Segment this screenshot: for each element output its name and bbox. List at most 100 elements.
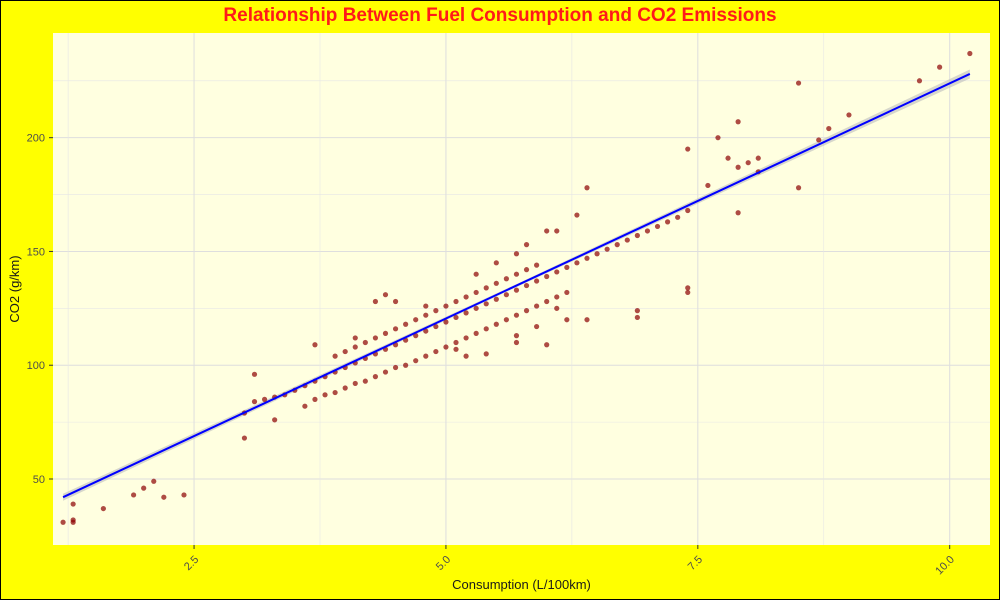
plot-panel (53, 33, 990, 545)
data-point (634, 232, 640, 239)
y-tick-label: 100 (27, 360, 45, 372)
y-tick-label: 200 (27, 133, 45, 145)
data-point (473, 330, 479, 336)
x-tick-label: 10.0 (933, 554, 957, 578)
data-point (382, 369, 389, 375)
data-point (594, 251, 600, 257)
data-point (70, 519, 76, 525)
data-point (493, 280, 499, 286)
data-point (181, 492, 187, 498)
data-point (312, 396, 318, 402)
data-point (544, 298, 550, 305)
data-point (685, 285, 691, 291)
data-point (403, 362, 409, 368)
data-point (554, 228, 560, 234)
data-point (967, 50, 973, 57)
y-axis-title: CO2 (g/km) (7, 255, 22, 322)
data-point (523, 282, 530, 289)
data-point (352, 344, 358, 350)
data-point (392, 326, 399, 332)
data-point (473, 271, 479, 277)
data-point (272, 417, 278, 423)
data-point (664, 219, 671, 225)
data-point (564, 289, 570, 296)
data-point (574, 260, 580, 266)
data-point (312, 342, 318, 348)
data-point (483, 285, 489, 291)
data-point (392, 364, 399, 371)
data-point (654, 223, 661, 230)
x-tick-label: 7.5 (686, 554, 705, 573)
data-point (795, 80, 802, 86)
y-tick-label: 150 (27, 246, 45, 258)
data-point (131, 492, 137, 498)
data-point (735, 210, 741, 216)
data-point (483, 301, 489, 307)
data-point (534, 303, 540, 309)
data-point (493, 260, 499, 266)
data-point (544, 342, 550, 348)
data-point (493, 296, 499, 302)
data-point (362, 378, 368, 384)
data-point (302, 403, 308, 409)
data-point (816, 137, 822, 143)
data-point (675, 214, 681, 220)
data-point (584, 255, 590, 261)
data-point (564, 264, 570, 270)
data-point (644, 228, 651, 234)
data-point (463, 294, 469, 300)
data-point (352, 335, 358, 341)
data-point (423, 303, 429, 309)
data-point (352, 380, 358, 387)
data-point (251, 371, 258, 377)
data-point (392, 298, 399, 305)
fit-line (62, 73, 971, 499)
data-point (342, 348, 348, 355)
data-point (463, 353, 469, 359)
x-tick-label: 2.5 (182, 554, 201, 573)
data-point (513, 312, 520, 318)
data-point (705, 182, 711, 189)
data-point (483, 326, 489, 332)
data-point (554, 305, 560, 311)
data-point (372, 374, 379, 380)
data-point (423, 353, 429, 359)
data-point (554, 294, 560, 300)
data-point (463, 335, 469, 341)
data-point (322, 392, 328, 398)
x-tick-label: 5.0 (434, 554, 453, 573)
data-point (60, 519, 66, 525)
data-point (584, 185, 590, 191)
data-point (523, 267, 530, 273)
y-tick-label: 50 (33, 474, 45, 486)
data-point (584, 317, 590, 323)
data-point (362, 339, 368, 346)
data-point (685, 289, 691, 296)
data-point (523, 308, 530, 314)
data-point (503, 276, 509, 282)
data-point (372, 298, 379, 305)
data-point (755, 155, 761, 161)
data-point (513, 333, 520, 339)
data-point (685, 207, 691, 214)
data-point (382, 330, 389, 336)
data-point (433, 323, 439, 330)
data-point (534, 262, 540, 268)
data-point (634, 314, 640, 321)
data-point (382, 292, 389, 298)
data-point (826, 125, 832, 132)
data-point (574, 212, 580, 218)
data-point (332, 389, 338, 396)
data-point (251, 399, 258, 405)
data-point (473, 289, 479, 296)
data-point (372, 335, 379, 341)
data-point (100, 505, 106, 512)
data-point (513, 339, 520, 346)
data-point (846, 112, 852, 118)
data-point (624, 237, 630, 243)
data-point (473, 305, 479, 311)
data-point (453, 314, 459, 321)
data-point (261, 396, 268, 402)
data-point (564, 317, 570, 323)
